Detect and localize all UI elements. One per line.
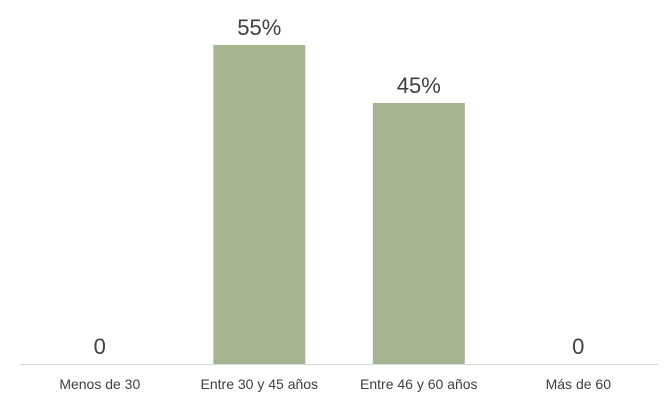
x-tick-label-1: Entre 30 y 45 años — [201, 376, 319, 392]
data-label-2: 45% — [397, 73, 441, 98]
data-label-1: 55% — [237, 15, 281, 40]
x-tick-label-3: Más de 60 — [546, 376, 612, 392]
x-tick-label-2: Entre 46 y 60 años — [360, 376, 478, 392]
bar-1 — [213, 45, 306, 364]
bar-2 — [372, 103, 465, 364]
x-tick-label-0: Menos de 30 — [59, 376, 140, 392]
x-tick-labels-layer: Menos de 30 Entre 30 y 45 años Entre 46 y … — [59, 376, 611, 392]
data-labels-layer: 0 55% 45% 0 — [94, 15, 585, 359]
bars-layer — [213, 45, 465, 364]
data-label-0: 0 — [94, 334, 106, 359]
data-label-3: 0 — [572, 334, 584, 359]
